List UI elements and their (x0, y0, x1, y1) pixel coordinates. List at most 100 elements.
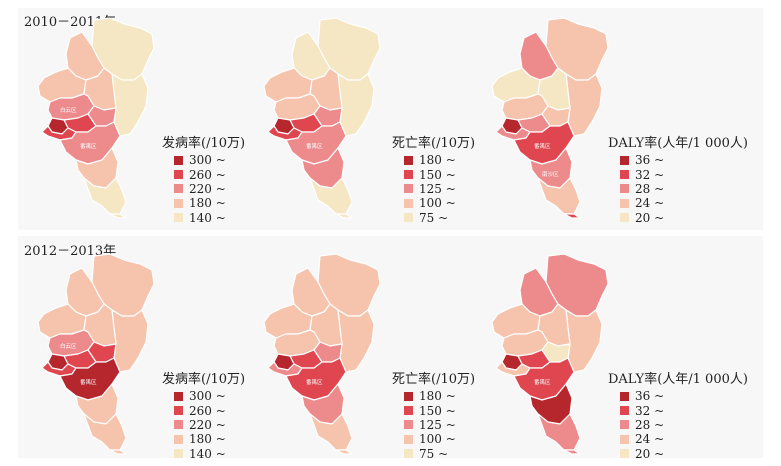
legend-item-label: 150 ~ (419, 403, 456, 418)
region-zengcheng (565, 309, 603, 373)
label-panyu: 番禺区 (306, 143, 323, 150)
legend-swatch-icon (404, 449, 413, 459)
legend-swatch-icon (174, 420, 183, 430)
legend-item: 180 ~ (162, 432, 245, 446)
legend-item-label: 140 ~ (189, 446, 226, 461)
legend-swatch-icon (620, 449, 629, 459)
legend-item-label: 24 ~ (635, 196, 665, 211)
legend-item-label: 36 ~ (635, 389, 665, 404)
map-panel-1-2: 番禺区 (476, 253, 616, 455)
legend-swatch-icon (620, 155, 629, 165)
legend-swatch-icon (620, 420, 629, 430)
legend-item: 32 ~ (608, 167, 748, 182)
legend-title: DALY率(人年/1 000人) (608, 372, 748, 387)
legend-swatch-icon (620, 198, 629, 208)
legend-swatch-icon (620, 170, 629, 180)
legend-title: 发病率(/10万) (162, 372, 246, 387)
legend-0-2: DALY率(人年/1 000人) 36 ~32 ~28 ~24 ~20 ~ (608, 132, 748, 225)
legend-item: 260 ~ (162, 403, 245, 418)
label-panyu: 番禺区 (80, 143, 97, 150)
legend-swatch-icon (404, 420, 413, 430)
region-zengcheng (337, 73, 375, 137)
label-panyu: 番禺区 (534, 143, 551, 150)
legend-item-label: 180 ~ (189, 432, 226, 447)
legend-0-1: 死亡率(/10万) 180 ~150 ~125 ~100 ~75 ~ (392, 132, 475, 225)
legend-swatch-icon (404, 170, 413, 180)
legend-swatch-icon (174, 406, 183, 416)
legend-swatch-icon (174, 155, 183, 165)
legend-title: 发病率(/10万) (162, 136, 246, 151)
map-panel-0-0: 白云区 番禺区 (22, 17, 162, 219)
legend-item: 150 ~ (392, 403, 475, 418)
legend-item-label: 24 ~ (635, 432, 665, 447)
legend-swatch-icon (404, 213, 413, 223)
legend-item-label: 28 ~ (635, 417, 665, 432)
legend-item: 36 ~ (608, 153, 748, 167)
legend-item-label: 28 ~ (635, 181, 665, 196)
region-nansha-tail (563, 213, 581, 219)
legend-swatch-icon (174, 213, 183, 223)
legend-item: 300 ~ (162, 389, 245, 403)
legend-item-label: 300 ~ (189, 153, 226, 168)
legend-swatch-icon (404, 184, 413, 194)
map-panel-1-0: 白云区 番禺区 (22, 253, 162, 455)
legend-item: 36 ~ (608, 389, 748, 403)
legend-swatch-icon (404, 155, 413, 165)
legend-item: 28 ~ (608, 418, 748, 432)
region-nansha-tail (109, 449, 127, 455)
guangzhou-map: 番禺区 南沙区 (491, 17, 609, 219)
legend-swatch-icon (620, 406, 629, 416)
legend-item-label: 125 ~ (419, 417, 456, 432)
legend-swatch-icon (404, 198, 413, 208)
legend-swatch-icon (404, 406, 413, 416)
legend-item: 125 ~ (392, 418, 475, 432)
legend-item-label: 140 ~ (189, 210, 226, 225)
legend-item-label: 300 ~ (189, 389, 226, 404)
legend-item: 220 ~ (162, 182, 245, 196)
legend-0-0: 发病率(/10万) 300 ~260 ~220 ~180 ~140 ~ (162, 132, 245, 225)
legend-item-label: 20 ~ (635, 446, 665, 461)
legend-swatch-icon (174, 391, 183, 401)
legend-item: 140 ~ (162, 211, 245, 225)
row-label-2012-2013: 2012－2013年 (24, 244, 117, 259)
legend-item: 32 ~ (608, 403, 748, 418)
legend-item-label: 180 ~ (419, 389, 456, 404)
legend-swatch-icon (404, 391, 413, 401)
legend-swatch-icon (174, 449, 183, 459)
region-nansha (537, 413, 581, 451)
legend-item: 150 ~ (392, 167, 475, 182)
guangzhou-map: 番禺区 (491, 253, 609, 455)
legend-item: 20 ~ (608, 211, 748, 225)
legend-1-1: 死亡率(/10万) 180 ~150 ~125 ~100 ~75 ~ (392, 368, 475, 461)
legend-item-label: 32 ~ (635, 403, 665, 418)
legend-item: 75 ~ (392, 447, 475, 461)
legend-item-label: 260 ~ (189, 167, 226, 182)
legend-item-label: 180 ~ (189, 196, 226, 211)
guangzhou-map: 番禺区 (263, 253, 381, 455)
legend-swatch-icon (174, 198, 183, 208)
region-zengcheng (565, 73, 603, 137)
label-baiyun: 白云区 (60, 342, 77, 350)
label-nansha: 南沙区 (542, 170, 559, 178)
legend-swatch-icon (620, 213, 629, 223)
label-panyu: 番禺区 (534, 379, 551, 386)
label-baiyun: 白云区 (60, 106, 77, 114)
label-panyu: 番禺区 (306, 379, 323, 386)
region-nansha-tail (109, 213, 127, 219)
legend-item-label: 180 ~ (419, 153, 456, 168)
legend-1-0: 发病率(/10万) 300 ~260 ~220 ~180 ~140 ~ (162, 368, 245, 461)
legend-item-label: 20 ~ (635, 210, 665, 225)
region-zengcheng (111, 309, 149, 373)
legend-item-label: 75 ~ (419, 446, 449, 461)
legend-item: 75 ~ (392, 211, 475, 225)
legend-swatch-icon (174, 170, 183, 180)
legend-item: 180 ~ (392, 389, 475, 403)
legend-item: 24 ~ (608, 432, 748, 446)
legend-title: DALY率(人年/1 000人) (608, 136, 748, 151)
legend-item-label: 220 ~ (189, 417, 226, 432)
legend-item: 100 ~ (392, 196, 475, 210)
legend-item-label: 125 ~ (419, 181, 456, 196)
legend-item: 125 ~ (392, 182, 475, 196)
legend-swatch-icon (620, 184, 629, 194)
map-panel-0-1: 番禺区 (248, 17, 388, 219)
